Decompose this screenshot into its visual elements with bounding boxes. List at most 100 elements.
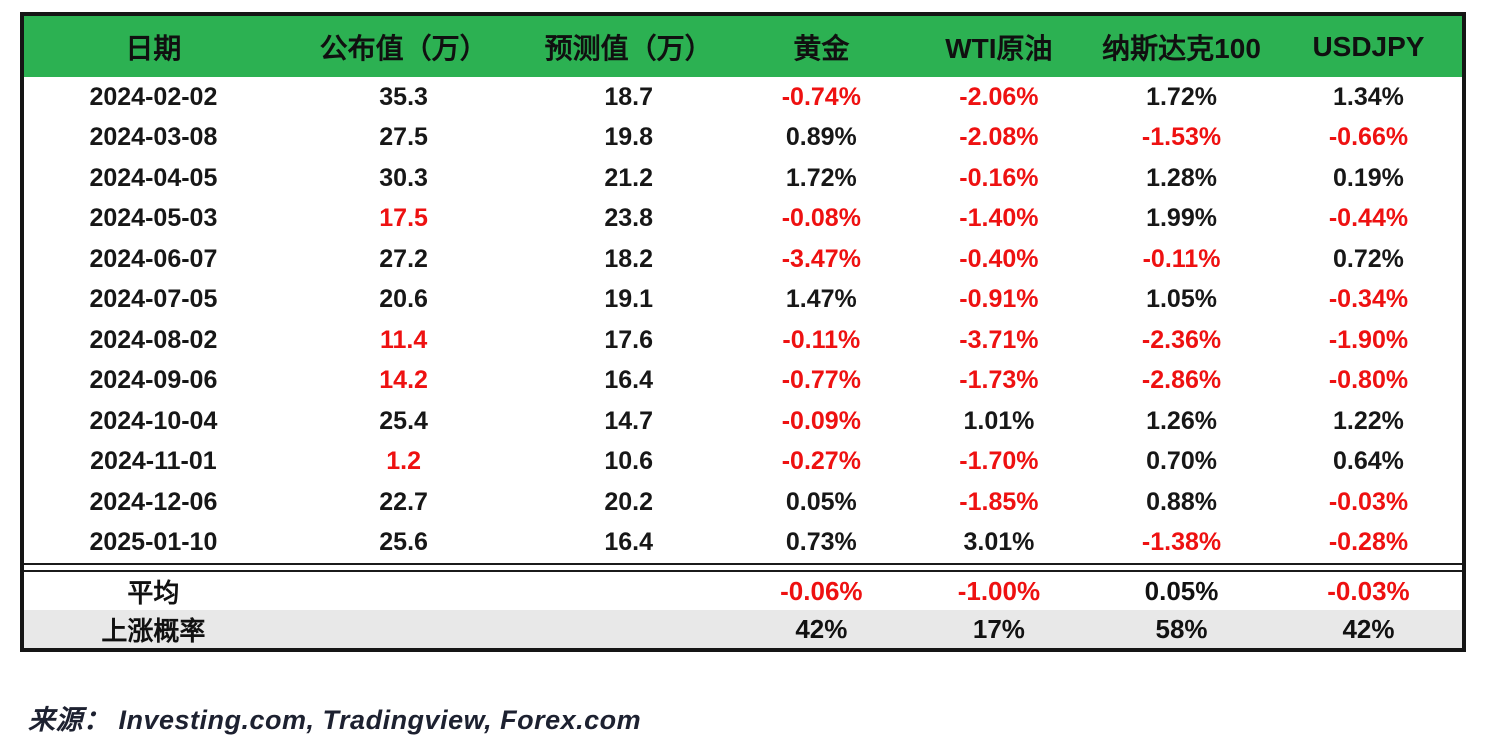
- header-wti-crude: WTI原油: [945, 32, 1053, 64]
- cell-gold: -0.77%: [781, 366, 861, 395]
- cell-nasdaq100: 1.72%: [1146, 82, 1217, 111]
- cell-forecast-value: 17.6: [604, 325, 653, 354]
- header-usdjpy: USDJPY: [1312, 30, 1425, 62]
- cell-gold: -0.11%: [782, 325, 861, 354]
- cell-wti-crude: -0.91%: [959, 285, 1039, 314]
- cell-wti-crude: -2.08%: [959, 123, 1039, 152]
- cell-actual-value: 25.4: [379, 406, 428, 435]
- cell-actual-value: 17.5: [379, 204, 428, 233]
- nfp-market-reaction-table: 日期 公布值（万） 预测值（万） 黄金 WTI原油 纳斯达克100 USDJPY…: [20, 12, 1466, 652]
- cell-gold: 1.72%: [785, 163, 857, 192]
- up-probability-label: 上涨概率: [101, 615, 206, 646]
- cell-nasdaq100: -2.36%: [1141, 325, 1222, 354]
- table-header-row: 日期 公布值（万） 预测值（万） 黄金 WTI原油 纳斯达克100 USDJPY: [24, 16, 1462, 77]
- table-row: 2024-06-07 27.2 18.2 -3.47% -0.40% -0.11% 0.72…: [24, 239, 1462, 280]
- cell-actual-value: 14.2: [379, 366, 428, 395]
- cell-usdjpy: -0.80%: [1328, 366, 1409, 395]
- cell-wti-crude: -0.40%: [959, 244, 1039, 273]
- table-row: 2024-05-03 17.5 23.8 -0.08% -1.40% 1.99% -0.44…: [24, 199, 1462, 240]
- cell-forecast-value: 14.7: [604, 406, 653, 435]
- cell-wti-crude: -3.71%: [959, 325, 1039, 354]
- cell-nasdaq100: 0.05%: [1144, 575, 1219, 606]
- cell-actual-value: 20.6: [379, 285, 428, 314]
- cell-nasdaq100: 1.26%: [1146, 406, 1217, 435]
- cell-wti-crude: -1.85%: [959, 487, 1039, 516]
- cell-gold: -0.74%: [781, 82, 861, 111]
- cell-date: 2024-02-02: [89, 82, 218, 111]
- cell-date: 2024-12-06: [89, 487, 218, 516]
- cell-forecast-value: 18.2: [604, 244, 653, 273]
- cell-gold: -3.47%: [781, 244, 861, 273]
- cell-wti-crude: -1.70%: [959, 447, 1039, 476]
- cell-wti-crude: 1.01%: [963, 406, 1035, 435]
- cell-date: 2024-05-03: [89, 204, 218, 233]
- cell-usdjpy: -0.28%: [1328, 528, 1409, 557]
- table-row: 2024-09-06 14.2 16.4 -0.77% -1.73% -2.86% -0.8…: [24, 361, 1462, 402]
- cell-actual-value: 27.5: [379, 123, 428, 152]
- table-row: 2025-01-10 25.6 16.4 0.73% 3.01% -1.38% -0.28%: [24, 523, 1462, 564]
- cell-gold: 0.89%: [785, 123, 857, 152]
- header-actual-value: 公布值（万）: [319, 32, 488, 64]
- cell-usdjpy: -0.66%: [1328, 123, 1409, 152]
- cell-usdjpy: -1.90%: [1328, 325, 1409, 354]
- cell-forecast-value: 19.1: [604, 285, 653, 314]
- cell-forecast-value: 16.4: [604, 366, 653, 395]
- cell-nasdaq100: -0.11%: [1142, 244, 1221, 273]
- cell-gold: -0.09%: [781, 406, 861, 435]
- cell-wti-crude: 17%: [972, 613, 1025, 644]
- cell-date: 2024-08-02: [89, 325, 218, 354]
- cell-forecast-value: 16.4: [604, 528, 653, 557]
- cell-gold: -0.06%: [780, 575, 863, 606]
- header-date: 日期: [125, 32, 182, 64]
- cell-nasdaq100: 1.05%: [1146, 285, 1217, 314]
- cell-gold: 1.47%: [785, 285, 857, 314]
- cell-date: 2024-07-05: [89, 285, 218, 314]
- source-note: 来源： Investing.com, Tradingview, Forex.co…: [28, 705, 642, 735]
- cell-usdjpy: 42%: [1342, 613, 1395, 644]
- cell-usdjpy: 0.64%: [1333, 447, 1404, 476]
- cell-wti-crude: -1.73%: [959, 366, 1039, 395]
- cell-gold: 0.73%: [785, 528, 857, 557]
- table-row: 2024-07-05 20.6 19.1 1.47% -0.91% 1.05% -0.34%: [24, 280, 1462, 321]
- cell-usdjpy: -0.03%: [1327, 575, 1410, 606]
- cell-wti-crude: -2.06%: [959, 82, 1039, 111]
- cell-date: 2025-01-10: [89, 528, 218, 557]
- cell-nasdaq100: 0.88%: [1146, 487, 1217, 516]
- cell-actual-value: 22.7: [379, 487, 428, 516]
- table-row: 2024-12-06 22.7 20.2 0.05% -1.85% 0.88% -0.03%: [24, 482, 1462, 523]
- cell-nasdaq100: -2.86%: [1141, 366, 1222, 395]
- cell-wti-crude: -1.00%: [957, 575, 1041, 606]
- cell-date: 2024-10-04: [89, 406, 218, 435]
- cell-forecast-value: 10.6: [604, 447, 653, 476]
- cell-usdjpy: 1.22%: [1333, 406, 1404, 435]
- cell-actual-value: 27.2: [379, 244, 428, 273]
- header-forecast-value: 预测值（万）: [544, 32, 713, 64]
- table-row: 2024-11-01 1.2 10.6 -0.27% -1.70% 0.70% 0.64%: [24, 442, 1462, 483]
- cell-nasdaq100: -1.53%: [1141, 123, 1222, 152]
- table-row: 2024-08-02 11.4 17.6 -0.11% -3.71% -2.36% -1.9…: [24, 320, 1462, 361]
- cell-actual-value: 25.6: [379, 528, 428, 557]
- cell-date: 2024-04-05: [89, 163, 218, 192]
- cell-forecast-value: 20.2: [604, 487, 653, 516]
- table-row: 2024-03-08 27.5 19.8 0.89% -2.08% -1.53% -0.66…: [24, 118, 1462, 159]
- cell-usdjpy: -0.34%: [1328, 285, 1409, 314]
- cell-wti-crude: 3.01%: [963, 528, 1035, 557]
- cell-usdjpy: 0.72%: [1333, 244, 1404, 273]
- cell-actual-value: 35.3: [379, 82, 428, 111]
- table-row: 2024-10-04 25.4 14.7 -0.09% 1.01% 1.26% 1.22%: [24, 401, 1462, 442]
- header-nasdaq100: 纳斯达克100: [1102, 32, 1261, 64]
- cell-nasdaq100: 1.99%: [1146, 204, 1217, 233]
- cell-actual-value: 11.4: [379, 325, 428, 354]
- cell-wti-crude: -0.16%: [959, 163, 1039, 192]
- cell-usdjpy: -0.03%: [1328, 487, 1409, 516]
- table-row: 2024-04-05 30.3 21.2 1.72% -0.16% 1.28% 0.19%: [24, 158, 1462, 199]
- cell-date: 2024-06-07: [89, 244, 218, 273]
- cell-nasdaq100: 58%: [1155, 613, 1208, 644]
- table-body: 2024-02-02 35.3 18.7 -0.74% -2.06% 1.72% 1.34%…: [24, 77, 1462, 563]
- cell-nasdaq100: 1.28%: [1146, 163, 1217, 192]
- cell-actual-value: 1.2: [386, 447, 421, 476]
- average-row: 平均 -0.06% -1.00% 0.05% -0.03%: [24, 572, 1462, 610]
- cell-usdjpy: -0.44%: [1328, 204, 1409, 233]
- cell-nasdaq100: 0.70%: [1146, 447, 1217, 476]
- cell-date: 2024-11-01: [90, 447, 217, 476]
